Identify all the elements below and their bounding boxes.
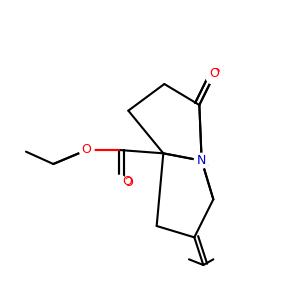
Text: O: O — [124, 176, 134, 188]
Circle shape — [112, 175, 127, 190]
Text: O: O — [122, 175, 132, 188]
Text: N: N — [197, 154, 206, 167]
Text: O: O — [210, 68, 220, 80]
Text: O: O — [82, 143, 92, 157]
Text: O: O — [209, 67, 219, 80]
Text: O: O — [83, 142, 93, 155]
Circle shape — [79, 143, 94, 157]
Circle shape — [194, 153, 209, 168]
Circle shape — [206, 69, 221, 84]
Text: N: N — [200, 156, 209, 169]
